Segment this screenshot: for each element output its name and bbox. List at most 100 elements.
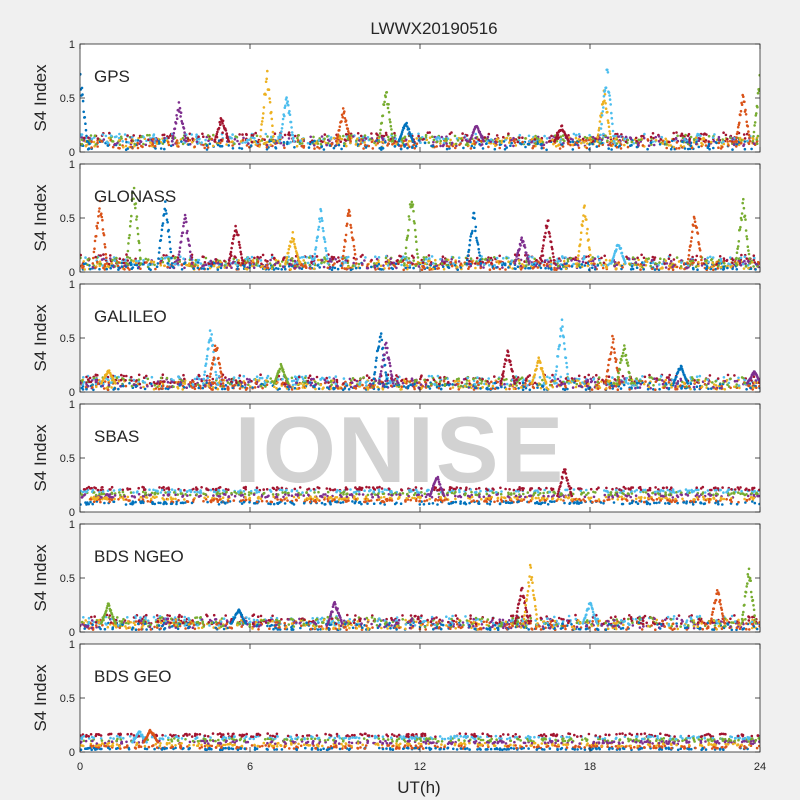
scatter-point — [726, 140, 729, 143]
scatter-point — [82, 376, 85, 379]
scatter-point — [251, 386, 254, 389]
spike-point — [83, 116, 87, 119]
scatter-point — [179, 255, 182, 258]
scatter-point — [370, 140, 374, 144]
scatter-point — [428, 131, 432, 134]
scatter-point — [610, 384, 614, 387]
scatter-point — [399, 144, 403, 147]
scatter-point — [154, 387, 158, 390]
scatter-point — [729, 256, 732, 259]
scatter-point — [495, 266, 498, 269]
spike-point — [579, 231, 583, 234]
spike-point — [691, 230, 694, 234]
spike-point — [102, 233, 106, 237]
scatter-point — [337, 256, 340, 259]
spike-point — [325, 254, 329, 257]
scatter-point — [567, 134, 570, 137]
scatter-point — [88, 137, 92, 140]
scatter-point — [86, 263, 89, 267]
scatter-point — [264, 132, 268, 136]
scatter-point — [191, 137, 194, 140]
scatter-point — [457, 256, 461, 260]
scatter-point — [755, 138, 758, 141]
scatter-point — [384, 256, 388, 260]
scatter-point — [310, 261, 313, 265]
scatter-point — [733, 374, 736, 377]
scatter-point — [557, 257, 561, 260]
spike-point — [347, 132, 351, 135]
scatter-point — [214, 260, 218, 264]
scatter-point — [494, 144, 497, 148]
scatter-point — [742, 143, 746, 146]
scatter-point — [589, 377, 593, 381]
scatter-point — [462, 146, 465, 150]
scatter-point — [233, 383, 236, 387]
scatter-point — [602, 261, 606, 265]
spike-point — [314, 248, 317, 251]
scatter-point — [586, 261, 590, 265]
scatter-point — [621, 266, 624, 269]
scatter-point — [636, 256, 639, 260]
scatter-point — [269, 143, 272, 147]
scatter-point — [308, 142, 312, 146]
scatter-point — [665, 143, 668, 146]
scatter-point — [739, 256, 743, 260]
scatter-point — [557, 143, 561, 146]
scatter-point — [109, 381, 113, 385]
scatter-point — [659, 374, 663, 378]
scatter-point — [733, 379, 737, 383]
scatter-point — [694, 258, 697, 262]
scatter-point — [551, 373, 554, 377]
scatter-point — [90, 146, 93, 149]
spike-point — [608, 132, 612, 136]
spike-point — [95, 224, 98, 228]
spike-point — [748, 139, 752, 143]
scatter-point — [383, 267, 386, 270]
scatter-point — [314, 380, 317, 384]
spike-point — [476, 243, 480, 246]
spike-point — [283, 114, 286, 118]
scatter-point — [717, 135, 721, 139]
scatter-point — [363, 141, 366, 144]
scatter-point — [195, 138, 199, 141]
scatter-point — [676, 380, 680, 383]
spike-point — [348, 135, 351, 139]
spike-point — [284, 104, 287, 107]
spike-point — [382, 103, 386, 106]
scatter-point — [719, 257, 723, 261]
scatter-point — [685, 385, 688, 388]
scatter-point — [109, 254, 112, 257]
scatter-point — [225, 266, 228, 269]
scatter-point — [650, 258, 654, 262]
scatter-point — [241, 133, 244, 136]
scatter-point — [691, 261, 694, 265]
scatter-point — [710, 258, 713, 262]
spike-point — [581, 224, 584, 228]
y-tick-label: 0 — [69, 267, 75, 279]
scatter-point — [161, 133, 164, 137]
spike-point — [378, 135, 381, 138]
scatter-point — [466, 376, 469, 380]
scatter-point — [413, 380, 417, 384]
spike-point — [381, 114, 385, 117]
scatter-point — [183, 377, 186, 381]
spike-point — [347, 130, 350, 133]
scatter-point — [731, 267, 734, 271]
spike-point — [590, 262, 593, 265]
spike-point — [190, 262, 194, 265]
scatter-point — [686, 147, 690, 151]
scatter-point — [528, 374, 531, 377]
scatter-point — [204, 256, 208, 260]
scatter-point — [541, 378, 544, 382]
scatter-point — [282, 143, 286, 147]
scatter-point — [180, 268, 184, 271]
scatter-point — [130, 375, 133, 379]
scatter-point — [757, 262, 760, 265]
scatter-point — [361, 253, 364, 257]
scatter-point — [371, 147, 375, 150]
spike-point — [324, 247, 327, 250]
scatter-point — [380, 268, 383, 271]
scatter-point — [735, 143, 739, 146]
